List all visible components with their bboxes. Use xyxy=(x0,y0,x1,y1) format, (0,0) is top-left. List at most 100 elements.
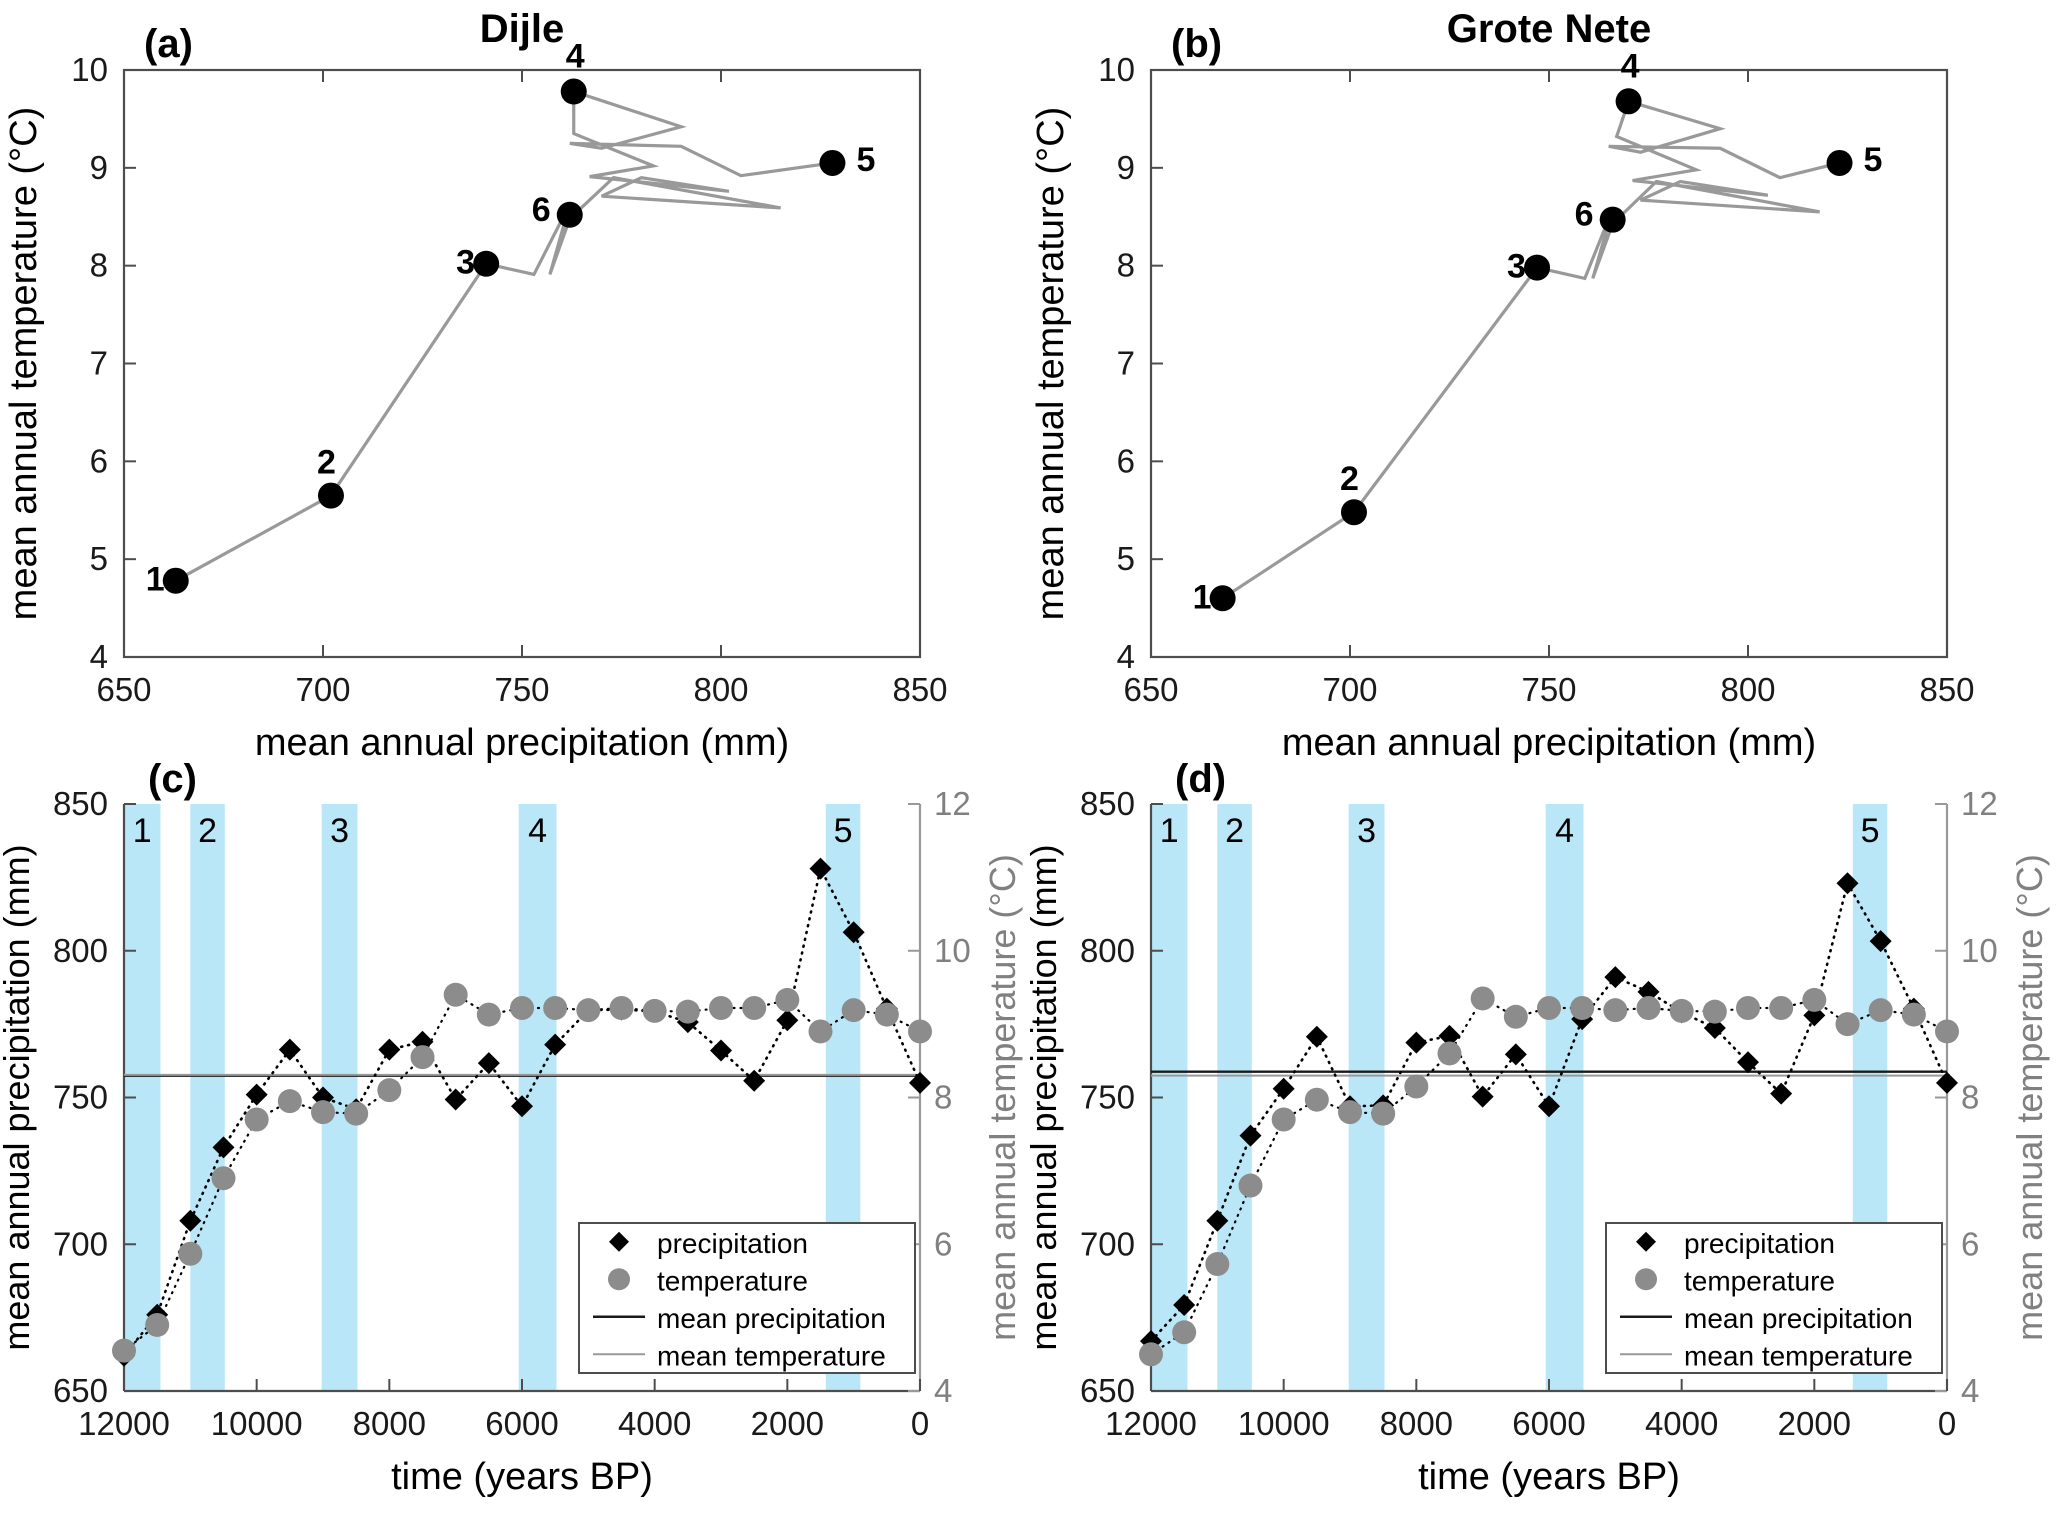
svg-text:mean precipitation: mean precipitation xyxy=(657,1303,886,1334)
svg-text:8: 8 xyxy=(1961,1079,1979,1116)
svg-text:time (years BP): time (years BP) xyxy=(391,1456,653,1498)
svg-text:800: 800 xyxy=(1080,932,1135,969)
svg-text:10: 10 xyxy=(71,51,108,88)
svg-text:750: 750 xyxy=(53,1079,108,1116)
svg-text:4: 4 xyxy=(1117,638,1135,675)
svg-text:3: 3 xyxy=(330,812,349,850)
svg-text:(a): (a) xyxy=(144,22,193,66)
svg-text:850: 850 xyxy=(1080,785,1135,822)
svg-text:mean annual precipitation (mm): mean annual precipitation (mm) xyxy=(1282,722,1816,764)
svg-text:750: 750 xyxy=(1080,1079,1135,1116)
svg-text:4: 4 xyxy=(1961,1372,1979,1409)
svg-text:7: 7 xyxy=(1117,345,1135,382)
svg-text:mean temperature: mean temperature xyxy=(1684,1340,1913,1371)
svg-text:650: 650 xyxy=(1080,1372,1135,1409)
svg-text:1: 1 xyxy=(146,561,165,599)
svg-text:800: 800 xyxy=(1720,671,1775,708)
svg-text:Dijle: Dijle xyxy=(480,7,564,51)
svg-text:8: 8 xyxy=(90,247,108,284)
svg-text:5: 5 xyxy=(90,540,108,577)
svg-text:10000: 10000 xyxy=(1238,1405,1330,1442)
svg-text:mean annual temperature (°C): mean annual temperature (°C) xyxy=(982,854,1023,1341)
svg-text:12: 12 xyxy=(934,785,971,822)
svg-text:Grote Nete: Grote Nete xyxy=(1447,7,1652,51)
svg-text:4: 4 xyxy=(528,812,547,850)
svg-text:10: 10 xyxy=(1961,932,1998,969)
svg-text:precipitation: precipitation xyxy=(1684,1228,1835,1259)
svg-text:4: 4 xyxy=(566,38,585,76)
svg-text:mean annual temperature (°C): mean annual temperature (°C) xyxy=(3,107,45,621)
svg-text:8: 8 xyxy=(934,1079,952,1116)
svg-text:6: 6 xyxy=(532,191,551,229)
svg-text:700: 700 xyxy=(53,1225,108,1262)
svg-text:850: 850 xyxy=(892,671,947,708)
svg-text:0: 0 xyxy=(1938,1405,1956,1442)
svg-text:mean annual precipitation (mm): mean annual precipitation (mm) xyxy=(0,844,37,1350)
svg-text:9: 9 xyxy=(1117,149,1135,186)
svg-text:2: 2 xyxy=(317,444,336,482)
svg-text:6: 6 xyxy=(1575,196,1594,234)
svg-text:5: 5 xyxy=(856,141,875,179)
svg-text:2000: 2000 xyxy=(751,1405,824,1442)
svg-text:2000: 2000 xyxy=(1778,1405,1851,1442)
svg-text:5: 5 xyxy=(1864,141,1883,179)
svg-text:4: 4 xyxy=(1621,47,1640,85)
svg-text:(d): (d) xyxy=(1175,757,1226,801)
svg-text:6000: 6000 xyxy=(1512,1405,1585,1442)
svg-text:temperature: temperature xyxy=(1684,1265,1835,1296)
svg-text:4000: 4000 xyxy=(618,1405,691,1442)
svg-text:1: 1 xyxy=(133,812,152,850)
svg-text:4: 4 xyxy=(90,638,108,675)
svg-text:6000: 6000 xyxy=(485,1405,558,1442)
svg-text:mean annual precipitation (mm): mean annual precipitation (mm) xyxy=(255,722,789,764)
svg-text:800: 800 xyxy=(53,932,108,969)
svg-text:800: 800 xyxy=(693,671,748,708)
svg-text:5: 5 xyxy=(1861,812,1880,850)
svg-text:9: 9 xyxy=(90,149,108,186)
svg-text:10: 10 xyxy=(1098,51,1135,88)
svg-text:(b): (b) xyxy=(1171,22,1222,66)
svg-text:700: 700 xyxy=(1322,671,1377,708)
svg-text:3: 3 xyxy=(1357,812,1376,850)
svg-text:650: 650 xyxy=(1123,671,1178,708)
svg-text:12000: 12000 xyxy=(1105,1405,1197,1442)
svg-text:4000: 4000 xyxy=(1645,1405,1718,1442)
svg-text:mean precipitation: mean precipitation xyxy=(1684,1303,1913,1334)
svg-text:12000: 12000 xyxy=(78,1405,170,1442)
svg-text:10000: 10000 xyxy=(211,1405,303,1442)
svg-text:5: 5 xyxy=(834,812,853,850)
svg-text:5: 5 xyxy=(1117,540,1135,577)
svg-text:650: 650 xyxy=(96,671,151,708)
svg-text:6: 6 xyxy=(934,1225,952,1262)
svg-text:(c): (c) xyxy=(148,757,197,801)
svg-text:mean temperature: mean temperature xyxy=(657,1340,886,1371)
svg-text:0: 0 xyxy=(911,1405,929,1442)
svg-text:4: 4 xyxy=(1555,812,1574,850)
svg-text:8000: 8000 xyxy=(353,1405,426,1442)
svg-text:3: 3 xyxy=(456,244,475,282)
svg-text:2: 2 xyxy=(198,812,217,850)
svg-text:1: 1 xyxy=(1193,578,1212,616)
svg-text:mean annual temperature (°C): mean annual temperature (°C) xyxy=(1030,107,1072,621)
svg-text:1: 1 xyxy=(1160,812,1179,850)
svg-text:850: 850 xyxy=(53,785,108,822)
svg-text:6: 6 xyxy=(1961,1225,1979,1262)
svg-text:2: 2 xyxy=(1340,460,1359,498)
svg-text:750: 750 xyxy=(494,671,549,708)
svg-text:850: 850 xyxy=(1919,671,1974,708)
svg-text:8000: 8000 xyxy=(1380,1405,1453,1442)
svg-text:10: 10 xyxy=(934,932,971,969)
svg-text:mean annual precipitation (mm): mean annual precipitation (mm) xyxy=(1023,844,1064,1350)
svg-text:12: 12 xyxy=(1961,785,1998,822)
svg-text:4: 4 xyxy=(934,1372,952,1409)
svg-text:700: 700 xyxy=(1080,1225,1135,1262)
svg-text:700: 700 xyxy=(295,671,350,708)
svg-text:8: 8 xyxy=(1117,247,1135,284)
svg-text:precipitation: precipitation xyxy=(657,1228,808,1259)
svg-text:650: 650 xyxy=(53,1372,108,1409)
svg-text:3: 3 xyxy=(1507,248,1526,286)
svg-text:6: 6 xyxy=(90,442,108,479)
svg-text:temperature: temperature xyxy=(657,1265,808,1296)
svg-text:750: 750 xyxy=(1521,671,1576,708)
svg-text:6: 6 xyxy=(1117,442,1135,479)
